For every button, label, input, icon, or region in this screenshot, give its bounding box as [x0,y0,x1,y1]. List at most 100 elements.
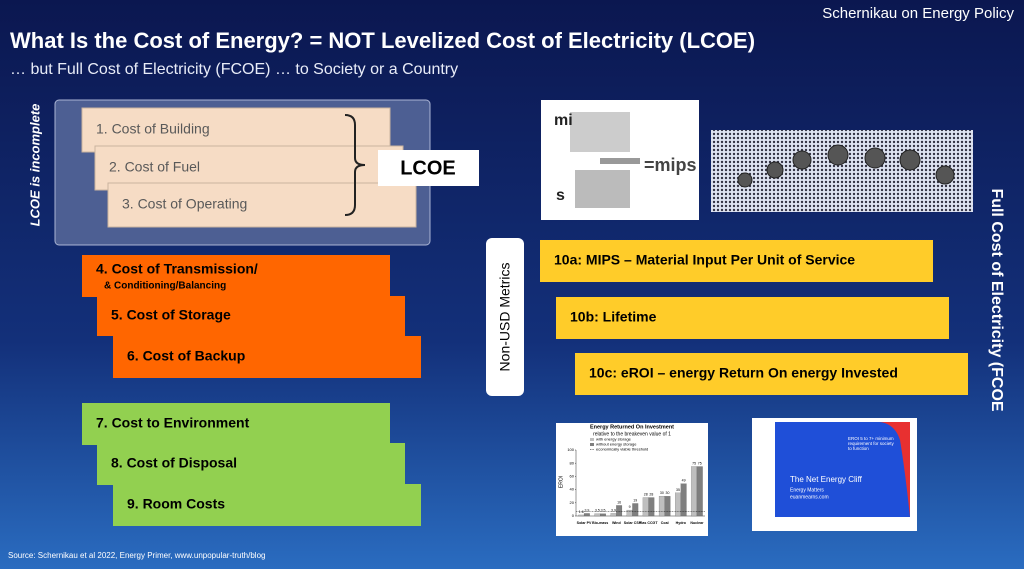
cliff-source: Energy Matters [790,487,824,493]
bar [583,513,590,517]
lcoe-item: 2. Cost of Fuel [109,159,200,175]
non-usd-box [556,297,949,339]
x-tick-label: Hydro [676,521,687,525]
bar [594,513,601,517]
external-cost-item: 9. Room Costs [127,496,225,512]
cliff-area [775,422,910,517]
sketch [575,170,630,208]
legend-label: with energy storage [596,437,632,442]
net-energy-cliff: The Net Energy Cliff Energy Matters euan… [752,418,917,531]
value-label: 30 [660,491,664,495]
value-label: 16 [617,500,621,504]
bar [600,513,606,517]
fcoe-label: Full Cost of Electricity (FCOE [988,188,1005,411]
bar [642,497,649,517]
brand: Schernikau on Energy Policy [822,5,1014,22]
figure [899,149,921,171]
figure [737,172,753,188]
y-tick-label: 0 [572,513,575,518]
non-usd-box [486,238,524,396]
external-costs: 7. Cost to Environment 8. Cost of Disposa… [82,403,421,526]
subtitle: … but Full Cost of Electricity (FCOE) … … [10,61,458,78]
sketch [600,158,640,164]
lcoe-box [378,150,479,186]
lcoe-item-box [107,182,417,228]
cliff-title: The Net Energy Cliff [790,475,863,484]
bar [696,466,703,517]
x-tick-label: Bio-mass [592,521,608,525]
external-cost-item: 8. Cost of Disposal [111,455,237,471]
non-usd-item: 10a: MIPS – Material Input Per Unit of S… [554,252,855,268]
value-label: 3.9 [584,508,589,512]
system-cost-box [82,255,390,297]
x-tick-label: Solar PV [577,521,592,525]
bar [658,496,665,517]
non-usd-label: Non-USD Metrics [497,263,513,372]
x-tick-label: Nuclear [690,521,704,525]
system-cost-item: 4. Cost of Transmission/ [96,261,258,277]
system-cost-note: & Conditioning/Balancing [104,281,226,292]
legend-swatch [590,438,594,441]
bar [632,503,639,517]
legend-label: without energy storage [596,442,637,447]
eroi-y-label: EROI [558,476,564,488]
non-usd-items: 10a: MIPS – Material Input Per Unit of S… [540,240,968,395]
evolution-image [711,130,973,212]
x-tick-label: Wind [612,521,621,525]
eroi-subtitle: relative to the breakeven value of 1 [593,431,671,437]
sketch [570,112,630,152]
external-cost-box [97,443,405,485]
eroi-chart: Energy Returned On Investment relative t… [556,423,708,536]
figure [864,147,886,169]
figure [827,144,849,166]
value-label: 3.9 [611,508,616,512]
value-label: 75 [698,461,702,465]
x-tick-label: Coal [661,521,669,525]
system-cost-item: 6. Cost of Backup [127,348,245,364]
value-label: 9 [629,505,631,509]
brace [344,114,366,216]
value-label: 75 [692,461,696,465]
bar [648,497,655,517]
legend-swatch [590,443,594,446]
x-tick-label: Gas CCGT [640,521,659,525]
non-usd-box [575,353,968,395]
y-tick-label: 60 [570,473,575,478]
mips-s: s [556,187,565,204]
y-tick-label: 20 [570,500,575,505]
y-tick-label: 100 [567,447,574,452]
external-cost-box [113,484,421,526]
lcoe-label: LCOE [400,157,456,179]
bar [578,514,585,517]
lcoe-item: 1. Cost of Building [96,121,210,137]
value-label: 19 [633,498,637,502]
bar [610,513,617,517]
bar [691,466,698,517]
title: What Is the Cost of Energy? = NOT Leveli… [10,28,755,53]
value-label: 28 [644,492,648,496]
image-frame [711,130,973,212]
mips-image: mi s =mips [541,100,699,220]
value-label: 1.6 [579,510,584,514]
external-cost-box [82,403,390,445]
cliff-site: euanmearns.com [790,494,829,500]
value-label: 49 [682,479,686,483]
bar [664,496,671,517]
mips-result: =mips [644,155,697,175]
figure [766,161,784,179]
bar [680,483,687,517]
system-cost-item: 5. Cost of Storage [111,307,231,323]
value-label: 28 [649,492,653,496]
non-usd-item: 10c: eROI – energy Return On energy Inve… [589,365,898,381]
legend-label: economically viable threshold [596,447,648,452]
cliff-note-box: EROI 5 to 7+ minimum requirement for soc… [848,436,894,451]
value-label: 3.5 [595,509,600,513]
mips-mi: mi [554,112,573,129]
system-cost-box [113,336,421,378]
value-label: 3.5 [601,509,606,513]
figure [935,165,955,185]
y-tick-label: 40 [570,487,575,492]
lcoe-items: 1. Cost of Building 2. Cost of Fuel 3. Cos… [81,107,417,228]
